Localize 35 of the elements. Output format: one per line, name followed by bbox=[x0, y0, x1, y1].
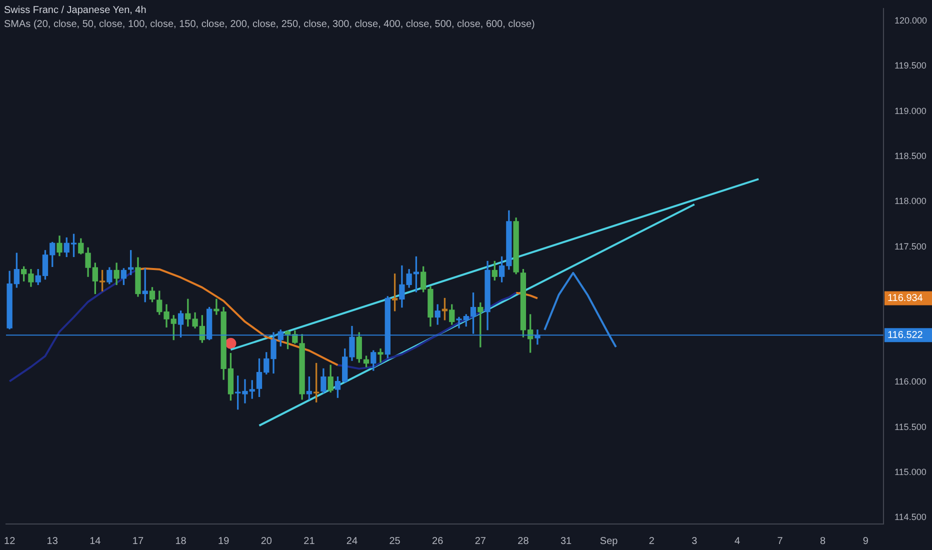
x-tick-label: Sep bbox=[600, 536, 618, 547]
text: SMAs (20, close, 50, close, 100, close, 150, close, 200, close, 250, close, 300, close, 400, close, 500, close, 600, close) bbox=[4, 19, 535, 30]
x-tick-label: 26 bbox=[432, 536, 444, 547]
x-tick-label: 14 bbox=[90, 536, 102, 547]
x-tick-label: 13 bbox=[46, 536, 58, 547]
x-tick-label: 20 bbox=[260, 536, 272, 547]
x-tick-label: 24 bbox=[346, 536, 358, 547]
x-tick-label: 12 bbox=[4, 536, 16, 547]
x-tick-label: 21 bbox=[304, 536, 316, 547]
x-tick-label: 4 bbox=[734, 536, 740, 547]
x-tick-label: 17 bbox=[132, 536, 144, 547]
x-tick-label: 3 bbox=[692, 536, 698, 547]
y-tick-label: 115.000 bbox=[894, 467, 926, 478]
x-tick-label: 9 bbox=[862, 536, 869, 547]
x-tick-label: 18 bbox=[175, 536, 187, 547]
x-tick-label: 28 bbox=[518, 536, 530, 547]
y-tick-label: 116.000 bbox=[894, 376, 926, 387]
x-tick-label: 25 bbox=[389, 536, 401, 547]
x-tick-label: 19 bbox=[218, 536, 230, 547]
y-tick-label: 120.000 bbox=[894, 16, 928, 26]
x-tick-label: 2 bbox=[648, 536, 655, 547]
text: 116.934 bbox=[887, 293, 924, 304]
chart-title: Swiss Franc / Japanese Yen, 4h bbox=[4, 5, 146, 16]
y-tick-label: 117.500 bbox=[894, 241, 926, 252]
y-tick-label: 119.500 bbox=[894, 60, 926, 71]
x-tick-label: 27 bbox=[474, 536, 486, 547]
x-tick-label: 8 bbox=[820, 536, 826, 547]
y-tick-label: 118.500 bbox=[894, 150, 926, 161]
x-tick-label: 7 bbox=[777, 536, 784, 547]
y-tick-label: 119.000 bbox=[894, 106, 926, 116]
y-tick-label: 115.500 bbox=[894, 422, 926, 432]
y-tick-label: 114.500 bbox=[894, 512, 926, 522]
ref-line-label: 116.522 bbox=[887, 330, 924, 341]
y-tick-label: 118.000 bbox=[894, 196, 926, 206]
x-tick-label: 31 bbox=[560, 536, 572, 547]
